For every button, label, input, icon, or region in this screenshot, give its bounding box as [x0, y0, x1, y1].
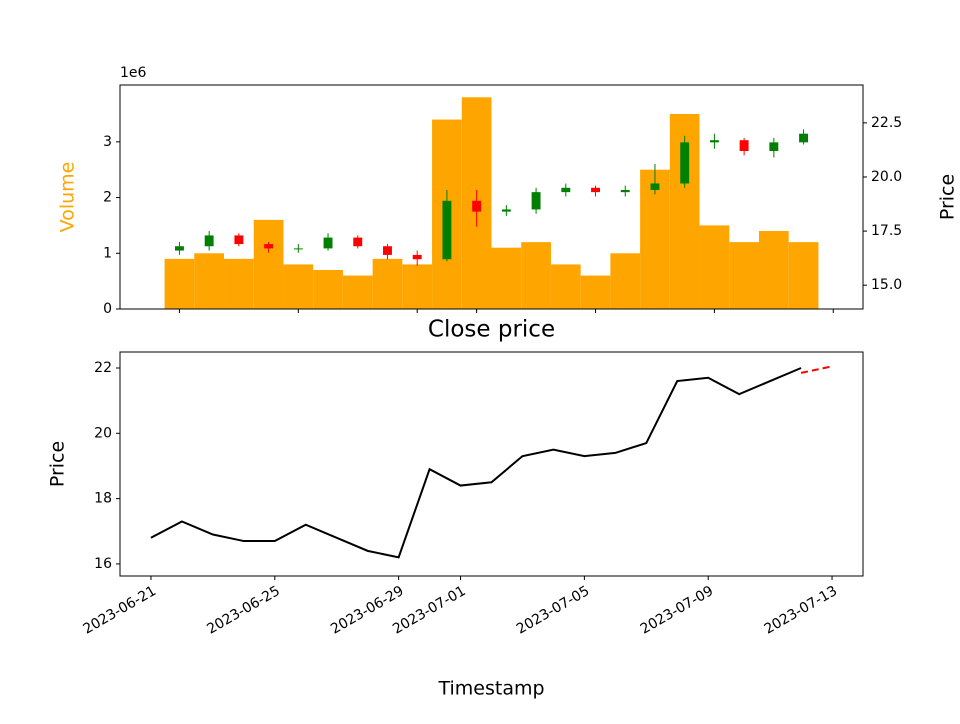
x-tick-label: 2023-07-09	[638, 583, 716, 638]
candle-body	[204, 235, 214, 247]
y-tick-label: 22	[94, 360, 112, 376]
candle-body	[383, 246, 392, 255]
y-tick-label: 18	[94, 491, 112, 507]
volume-bar	[491, 247, 522, 309]
y-axis-label: Volume	[57, 162, 79, 233]
candle-body	[591, 187, 600, 193]
candle-body	[234, 235, 244, 245]
x-tick-label: 2023-07-13	[762, 583, 840, 638]
volume-bar	[224, 258, 254, 309]
x-tick-label: 2023-06-25	[204, 583, 282, 638]
volume-bar	[253, 219, 284, 309]
y2-tick-label: 15.0	[871, 277, 902, 293]
candle-body	[264, 244, 274, 249]
y2-tick-label: 22.5	[871, 115, 902, 131]
y2-tick-label: 20.0	[871, 169, 902, 185]
x-tick-label: 2023-06-21	[80, 583, 158, 638]
volume-bar	[610, 253, 641, 309]
chart-title: Close price	[428, 317, 555, 343]
candle-body	[472, 200, 482, 212]
forecast-line	[800, 365, 833, 374]
volume-bar	[758, 230, 789, 309]
close-line	[150, 367, 802, 559]
plot-frame	[119, 84, 864, 310]
candle-body	[650, 183, 660, 190]
y2-axis-label: Price	[937, 174, 959, 220]
volume-bar	[313, 269, 343, 309]
y-axis-label: Price	[47, 441, 69, 487]
volume-bar	[194, 253, 225, 309]
y-tick-label: 20	[94, 425, 112, 441]
candle-body	[412, 254, 422, 260]
candle-body	[709, 140, 719, 143]
candle-body	[561, 187, 571, 193]
y-tick-label: 1	[103, 245, 112, 261]
candle-body	[680, 142, 690, 184]
candle-body	[769, 142, 779, 152]
x-tick-label: 2023-07-05	[514, 583, 592, 638]
candle-body	[174, 246, 184, 251]
y-tick-label: 2	[103, 190, 112, 206]
volume-bar	[699, 225, 730, 309]
plot-frame	[119, 351, 864, 577]
volume-bar	[283, 264, 314, 309]
y2-tick-label: 17.5	[871, 223, 902, 239]
volume-bar	[729, 242, 759, 309]
candle-body	[353, 237, 363, 247]
volume-bar	[372, 258, 403, 309]
volume-bar	[342, 275, 373, 309]
y-tick-label: 16	[94, 556, 112, 572]
volume-bar	[402, 264, 433, 309]
candle-body	[620, 189, 630, 193]
candle-body	[799, 133, 809, 143]
candle-body	[293, 248, 303, 250]
volume-bar	[521, 242, 551, 309]
y-tick-label: 0	[103, 301, 112, 317]
volume-bar	[580, 275, 611, 309]
candle-body	[739, 140, 749, 152]
volume-bar	[550, 264, 581, 309]
y-offset-label: 1e6	[120, 65, 147, 81]
candle-body	[531, 192, 541, 210]
candle-body	[323, 237, 333, 249]
candle-body	[442, 200, 452, 260]
x-axis-label: Timestamp	[437, 678, 544, 700]
y-tick-label: 3	[103, 134, 112, 150]
candle-body	[501, 209, 511, 212]
volume-bar	[788, 242, 819, 309]
volume-bar	[164, 258, 195, 309]
